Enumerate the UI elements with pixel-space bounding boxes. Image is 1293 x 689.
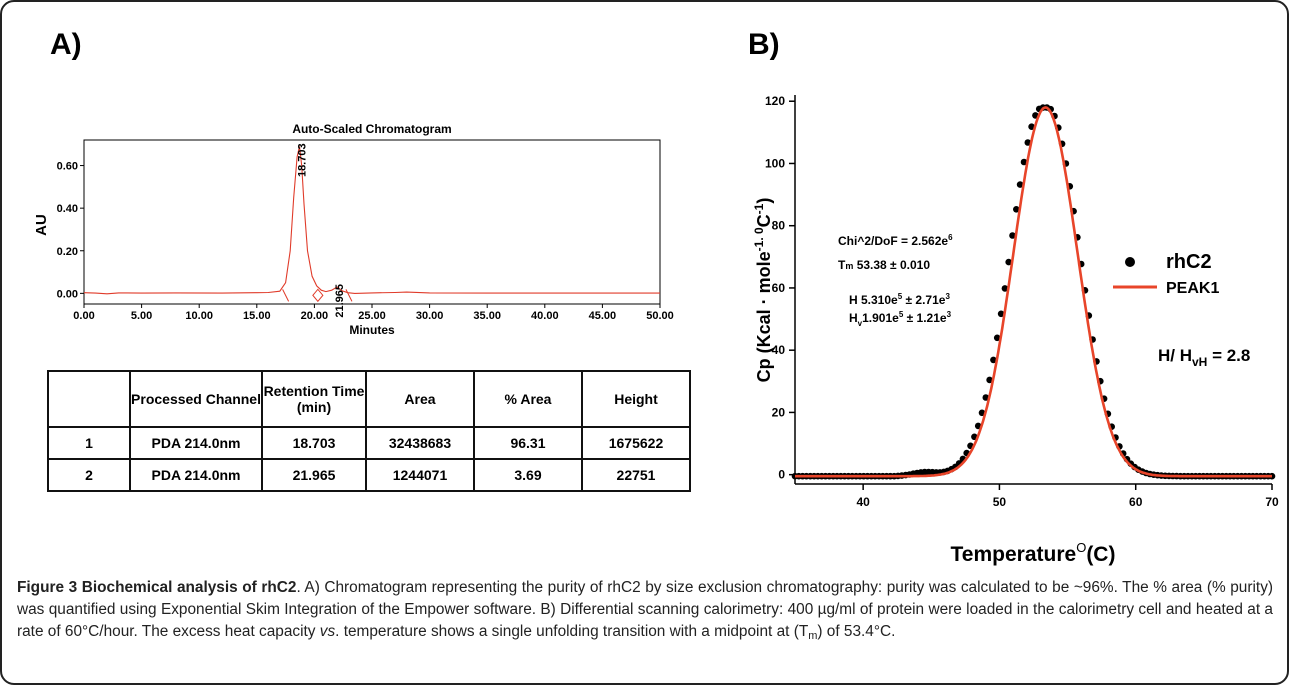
chart-a-x-label: Minutes [349,323,395,337]
table-cell: 18.703 [261,426,367,460]
integration-mark [312,288,324,303]
caption-text-1: . A) Chromatogram representing the purit… [17,579,1274,640]
table-header-channel: Processed Channel [129,370,263,428]
chart-a-x-tick-label: 30.00 [416,310,444,322]
chart-a-title: Auto-Scaled Chromatogram [292,122,451,136]
peak-label: 21.965 [334,284,346,318]
chart-a-x-tick-label: 35.00 [473,310,501,322]
table-row: 2 PDA 214.0nm 21.965 1244071 3.69 22751 [47,458,691,492]
integration-mark [345,289,353,302]
chart-a-y-tick-label: 0.60 [57,161,78,173]
chart-a-x-tick-label: 50.00 [646,310,674,322]
peak-table: Processed Channel Retention Time (min) A… [47,370,691,492]
table-header-index [47,370,131,428]
table-header-retention-time: Retention Time (min) [261,370,367,428]
chart-a-x-tick-label: 20.00 [301,310,329,322]
table-header-percent-area: % Area [473,370,583,428]
caption-subscript: m [808,630,818,642]
chromatogram-chart: Auto-Scaled Chromatogram 0.00 5.00 10.00 15… [33,122,674,337]
table-row: 1 PDA 214.0nm 18.703 32438683 96.31 1675… [47,426,691,460]
chart-a-y-tick-label: 0.00 [57,288,78,300]
table-header-height: Height [581,370,691,428]
table-cell: 32438683 [365,426,475,460]
table-cell: 3.69 [473,458,583,492]
chart-a-x-tick-label: 10.00 [185,310,213,322]
caption-vs: vs [319,623,336,640]
panel-b-label: B) [748,28,780,61]
table-cell: 1244071 [365,458,475,492]
caption-text-3: ) of 53.4°C. [817,623,896,640]
table-cell: 96.31 [473,426,583,460]
caption-text-2: . temperature shows a single unfolding t… [335,623,809,640]
table-header-row: Processed Channel Retention Time (min) A… [47,370,691,428]
chart-a-y-tick-label: 0.40 [57,203,78,215]
table-cell: PDA 214.0nm [129,426,263,460]
chart-a-y-tick-label: 0.20 [57,246,78,258]
chart-a-x-tick-label: 45.00 [589,310,617,322]
peak-label: 18.703 [296,143,308,177]
table-header-area: Area [365,370,475,428]
table-cell: 22751 [581,458,691,492]
panel-a-label: A) [50,28,82,61]
chart-a-y-label: AU [33,214,50,236]
table-cell: 21.965 [261,458,367,492]
table-cell: 1675622 [581,426,691,460]
chart-a-x-tick-label: 5.00 [131,310,152,322]
table-cell: 1 [47,426,131,460]
chromatogram-trace [83,146,660,295]
figure-caption: Figure 3 Biochemical analysis of rhC2. A… [17,577,1273,647]
integration-mark [282,289,290,302]
table-cell: PDA 214.0nm [129,458,263,492]
table-cell: 2 [47,458,131,492]
caption-heading: Figure 3 Biochemical analysis of rhC2 [17,579,297,596]
chart-a-x-tick-label: 0.00 [73,310,94,322]
chart-a-x-tick-label: 40.00 [531,310,559,322]
chart-a-x-tick-label: 15.00 [243,310,271,322]
chart-a-x-tick-label: 25.00 [358,310,386,322]
chart-a-plot-frame [83,139,661,305]
